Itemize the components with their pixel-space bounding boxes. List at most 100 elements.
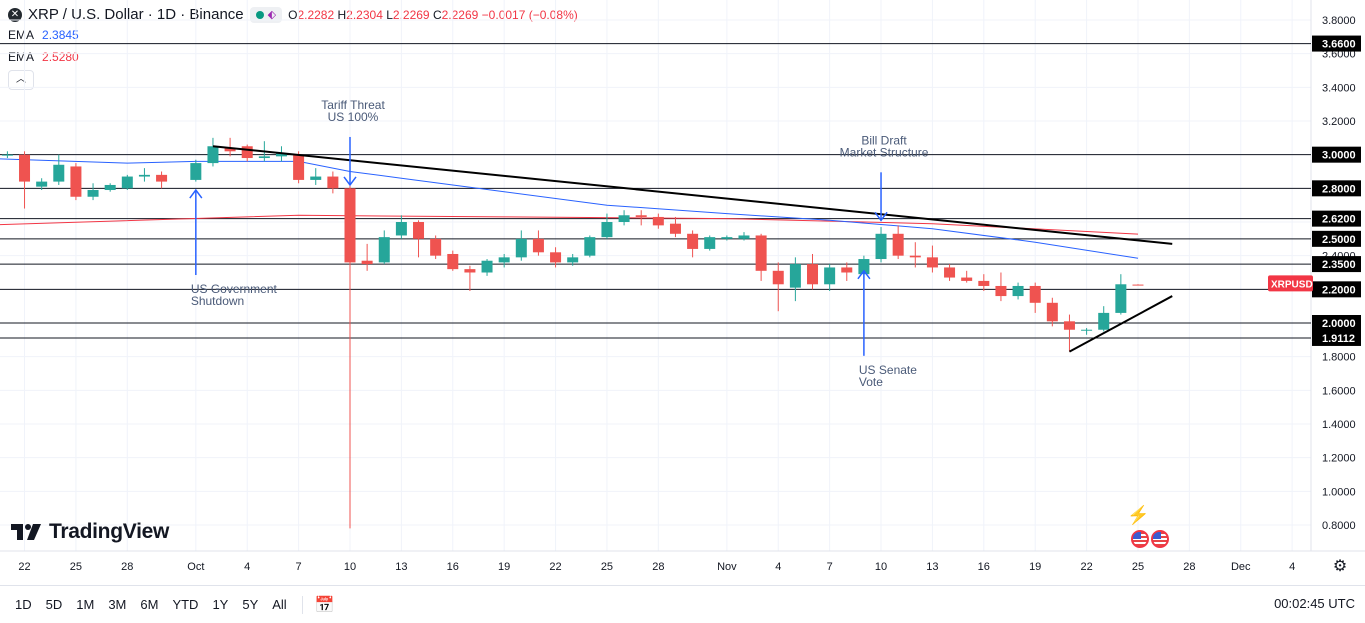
timeframe-1y[interactable]: 1Y (212, 597, 229, 612)
time-tick-label: Dec (1231, 561, 1251, 573)
ema-blue-line (0, 158, 1139, 259)
calendar-range-icon[interactable]: 📅 (314, 596, 335, 614)
level-badge (1312, 315, 1361, 331)
candle-body (293, 154, 305, 180)
symbol-price-tag (1268, 275, 1313, 292)
level-badge (1312, 256, 1361, 273)
timeframe-3m[interactable]: 3M (108, 597, 127, 612)
annotation-label: US Government (191, 282, 278, 296)
time-tick-label: 10 (344, 561, 356, 573)
timeframe-1d[interactable]: 1D (15, 597, 32, 612)
annotation-arrow-head (874, 211, 888, 222)
candle-body (395, 222, 407, 236)
time-tick-label: 19 (498, 561, 510, 573)
utc-clock[interactable]: 00:02:45 UTC (1274, 596, 1355, 611)
low-value: 2.2269 (392, 8, 430, 22)
time-tick-label: 16 (447, 561, 459, 573)
candle-body (361, 260, 373, 265)
candle-body (138, 174, 150, 177)
candle-body (104, 184, 116, 191)
time-tick-label: 28 (652, 561, 664, 573)
price-tick-label: 1.8000 (1322, 352, 1356, 364)
candle-body (618, 215, 630, 222)
annotation-label: Vote (859, 375, 883, 389)
candle-body (824, 267, 836, 285)
candle-body (1, 154, 13, 156)
candle-body (1132, 284, 1144, 286)
level-badge (1312, 35, 1361, 52)
candle-body (601, 222, 613, 238)
candle-body (858, 259, 870, 275)
candle-body (498, 257, 510, 263)
candle-body (1081, 329, 1093, 331)
candle-body (978, 280, 990, 286)
level-badge-label: 2.5000 (1322, 234, 1356, 246)
price-tick-label: 3.2000 (1322, 116, 1356, 128)
candle-body (1012, 285, 1024, 297)
level-badge (1312, 329, 1361, 346)
candle-body (447, 253, 459, 270)
status-pills[interactable]: ⬖ (249, 7, 283, 23)
level-badge-label: 3.0000 (1322, 150, 1356, 162)
timeframe-all[interactable]: All (272, 597, 287, 612)
economic-events[interactable] (1131, 530, 1169, 548)
logo-text: TradingView (49, 520, 170, 543)
level-badge-label: 2.3500 (1322, 259, 1356, 271)
candle-body (258, 156, 270, 159)
ema-legend-1[interactable]: EMA 2.3845 (8, 24, 578, 46)
timeframe-1m[interactable]: 1M (76, 597, 95, 612)
candle-body (1046, 302, 1058, 322)
candle-body (669, 223, 681, 234)
level-badge (1312, 210, 1361, 227)
time-tick-label: 25 (601, 561, 613, 573)
candle-body (224, 147, 236, 152)
close-value: 2.2269 (441, 8, 479, 22)
timeframe-ytd[interactable]: YTD (172, 597, 199, 612)
time-tick-label: 19 (1029, 561, 1041, 573)
open-label: O (288, 8, 298, 22)
candle-body (567, 257, 579, 263)
price-tick-label: 3.8000 (1322, 15, 1356, 27)
market-open-icon (255, 11, 264, 19)
toolbar-divider (301, 595, 303, 614)
symbol-price-tag-label: XRPUSD (1271, 279, 1313, 290)
ema1-label: EMA (8, 28, 35, 42)
candle-body (687, 233, 699, 249)
tradingview-logo-icon (11, 524, 41, 540)
symbol-row[interactable]: ✕ XRP / U.S. Dollar · 1D · Binance ⬖ O2.… (8, 6, 578, 24)
annotation-arrow-head (343, 176, 357, 187)
time-tick-label: 22 (18, 561, 30, 573)
collapse-legend-button[interactable]: ︿ (8, 70, 34, 90)
high-value: 2.2304 (346, 8, 383, 22)
timeframe-6m[interactable]: 6M (140, 597, 159, 612)
candle-body (327, 176, 339, 189)
level-badge-label: 2.0000 (1322, 318, 1356, 330)
candle-body (807, 264, 819, 285)
us-flag-icon[interactable] (1151, 530, 1169, 548)
price-tick-label: 1.2000 (1322, 453, 1356, 465)
candle-body (584, 237, 596, 256)
time-tick-label: 13 (926, 561, 938, 573)
ai-assistant-icon[interactable]: ⚡ (1127, 505, 1150, 525)
symbol-title[interactable]: XRP / U.S. Dollar · 1D · Binance (28, 6, 244, 23)
candle-body (190, 163, 202, 180)
trendline (1068, 295, 1173, 353)
trendline (212, 145, 1173, 245)
price-chart[interactable]: US 100%Tariff Threat US GovernmentShutdow… (0, 0, 1365, 585)
time-tick-label: 25 (70, 561, 82, 573)
level-badge-label: 3.6600 (1322, 39, 1356, 51)
us-flag-icon[interactable] (1131, 530, 1149, 548)
time-tick-label: Oct (187, 561, 204, 573)
change-value: −0.0017 (−0.08%) (481, 8, 578, 22)
candle-body (310, 176, 322, 180)
timeframe-5y[interactable]: 5Y (242, 597, 259, 612)
timeframe-buttons: 1D 5D 1M 3M 6M YTD 1Y 5Y All (0, 597, 294, 612)
tradingview-logo[interactable]: TradingView (11, 520, 169, 544)
gear-icon[interactable]: ⚙ (1332, 558, 1348, 575)
candle-body (944, 267, 956, 278)
candle-body (53, 164, 65, 182)
timeframe-5d[interactable]: 5D (45, 597, 63, 612)
candle-body (430, 238, 442, 256)
annotation-arrow-head (189, 188, 203, 199)
candle-body (875, 233, 887, 260)
